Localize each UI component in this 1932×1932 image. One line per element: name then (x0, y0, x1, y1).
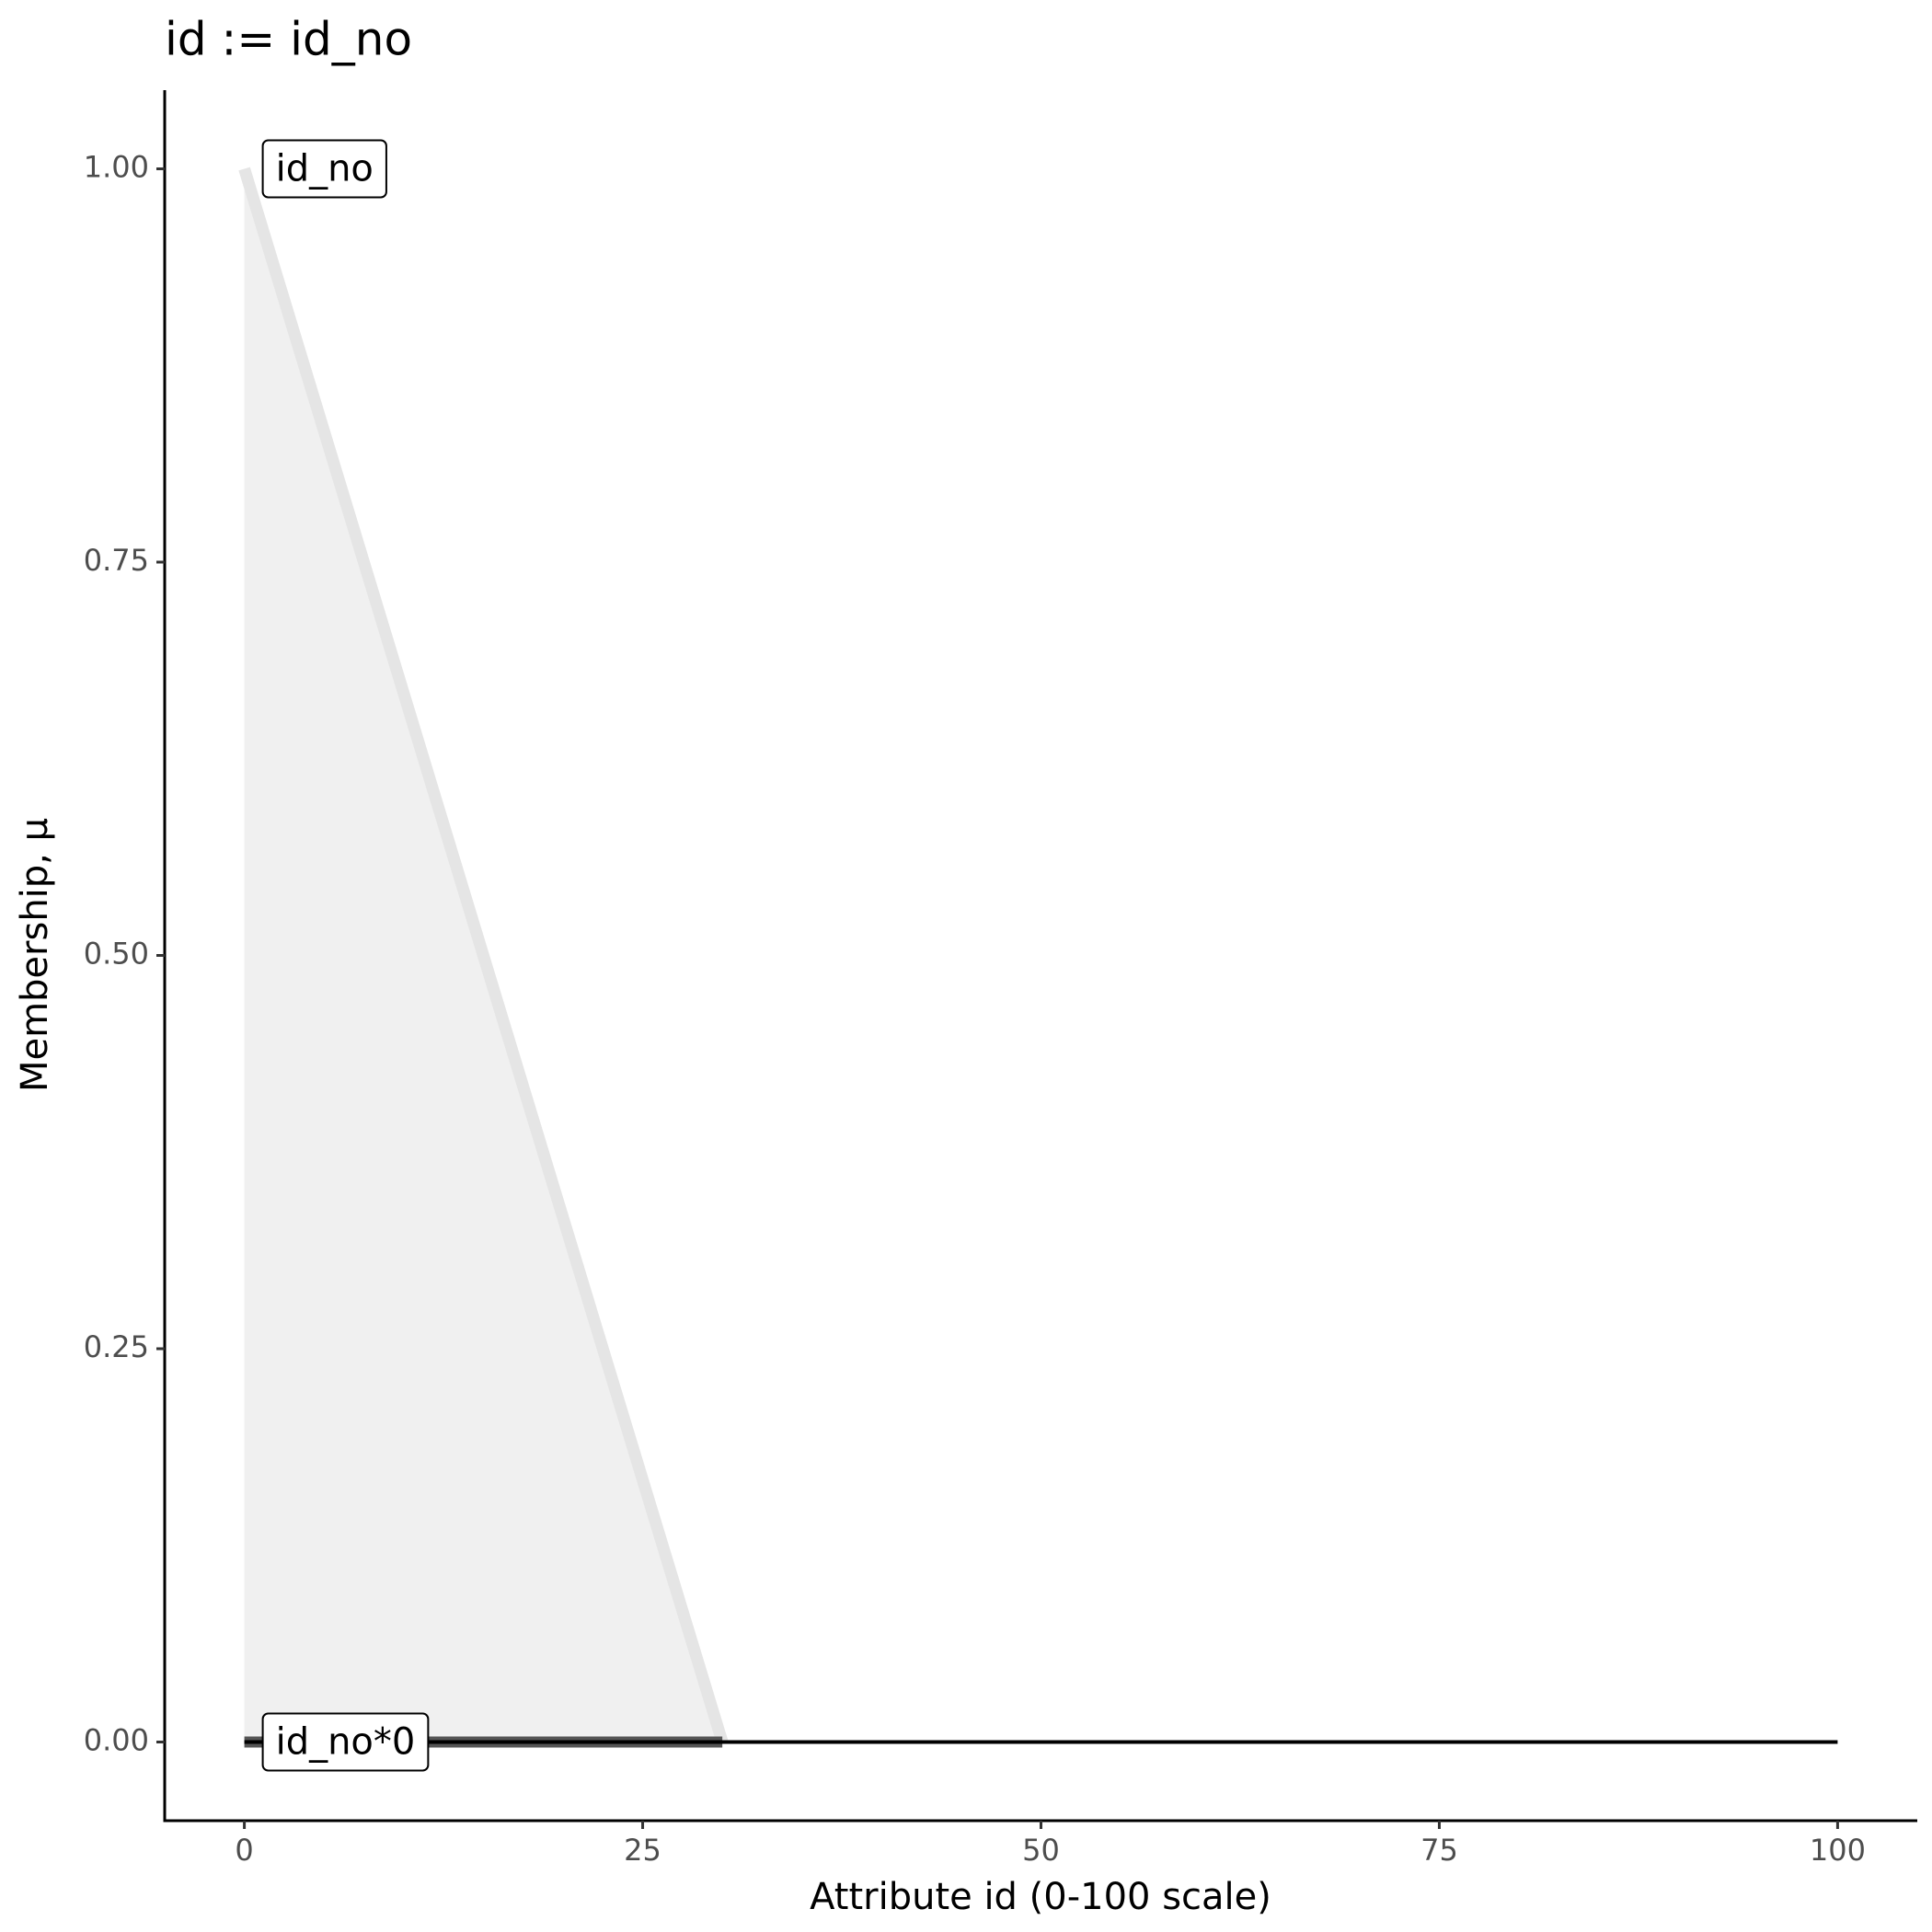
label-box (261, 139, 387, 199)
x-tick-label: 75 (1420, 1833, 1458, 1868)
x-tick-label: 100 (1810, 1833, 1866, 1868)
chart-title: id := id_no (165, 13, 412, 66)
y-axis-label: Membership, μ (14, 818, 56, 1092)
series-label-text: id_no*0 (276, 1721, 416, 1764)
series-label-text: id_no (276, 148, 374, 190)
label-box (261, 1712, 430, 1772)
line (238, 167, 729, 1744)
y-tick-label: 0.25 (84, 1329, 149, 1364)
series-label: id_no (261, 139, 387, 199)
y-tick-label: 0.00 (84, 1723, 149, 1758)
series-label: id_no*0 (261, 1712, 430, 1772)
y-tick-label: 0.75 (84, 543, 149, 578)
x-tick-label: 25 (624, 1833, 661, 1868)
x-axis-label: Attribute id (0-100 scale) (810, 1876, 1271, 1918)
x-tick-label: 50 (1022, 1833, 1060, 1868)
y-tick-label: 1.00 (84, 150, 149, 185)
y-tick-label: 0.50 (84, 937, 149, 972)
x-tick-label: 0 (235, 1833, 253, 1868)
